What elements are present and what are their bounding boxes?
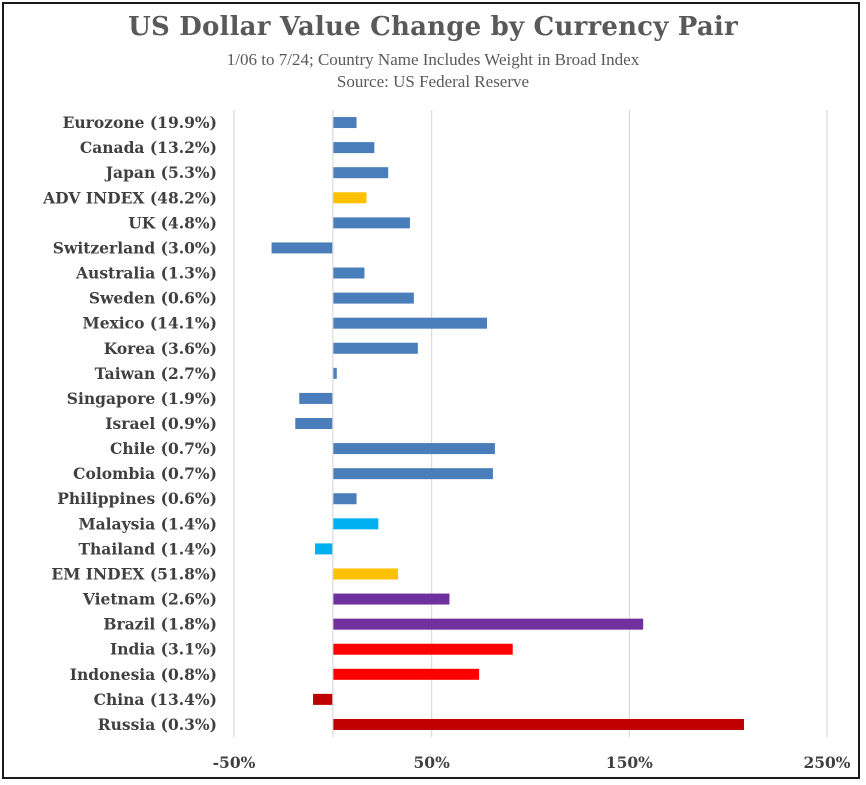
bar (332, 718, 744, 730)
bar (299, 392, 333, 404)
category-label: Philippines (0.6%) (57, 489, 217, 508)
bar (332, 618, 644, 630)
bar (332, 493, 357, 505)
bar (271, 242, 333, 254)
bar (332, 443, 495, 455)
bar (332, 142, 375, 154)
bar (332, 342, 418, 354)
bar (332, 317, 488, 329)
bar (332, 568, 399, 580)
category-label: UK (4.8%) (128, 213, 217, 232)
category-label: Colombia (0.7%) (73, 464, 217, 483)
category-label: Japan (5.3%) (104, 163, 217, 182)
bar (332, 518, 379, 530)
bar (332, 668, 480, 680)
category-label: Switzerland (3.0%) (53, 238, 217, 257)
category-label: Thailand (1.4%) (78, 539, 217, 558)
x-tick-label: 50% (414, 753, 451, 772)
chart-source: Source: US Federal Reserve (336, 72, 530, 91)
bar (313, 693, 333, 705)
category-label: India (3.1%) (110, 640, 217, 659)
category-label: Vietnam (2.6%) (82, 590, 217, 609)
category-label: Mexico (14.1%) (83, 314, 217, 333)
bar (332, 217, 410, 229)
x-tick-label: 250% (803, 753, 850, 772)
bar (332, 167, 389, 179)
category-label: Taiwan (2.7%) (95, 364, 217, 383)
bar (332, 593, 450, 605)
category-label: Singapore (1.9%) (67, 389, 217, 408)
category-label: ADV INDEX (48.2%) (42, 188, 217, 207)
x-tick-label: 150% (606, 753, 653, 772)
category-label: Russia (0.3%) (98, 715, 217, 734)
category-label: Australia (1.3%) (75, 264, 217, 283)
category-label: Eurozone (19.9%) (63, 113, 217, 132)
category-label: Chile (0.7%) (110, 439, 217, 458)
category-label: Brazil (1.8%) (103, 615, 217, 634)
category-label: Sweden (0.6%) (89, 289, 217, 308)
category-label: Indonesia (0.8%) (70, 665, 217, 684)
category-label: EM INDEX (51.8%) (51, 564, 217, 583)
bar (315, 543, 333, 555)
chart-subtitle: 1/06 to 7/24; Country Name Includes Weig… (226, 50, 640, 69)
x-tick-label: -50% (213, 753, 256, 772)
bar (332, 117, 357, 129)
category-label: Malaysia (1.4%) (78, 514, 217, 533)
chart-title: US Dollar Value Change by Currency Pair (128, 12, 738, 42)
bar (332, 267, 365, 279)
bar (332, 643, 513, 655)
bar (332, 367, 337, 379)
bar (295, 418, 333, 429)
category-label: China (13.4%) (94, 690, 217, 709)
category-label: Israel (0.9%) (105, 414, 217, 433)
category-label: Canada (13.2%) (80, 138, 217, 157)
bar (332, 468, 493, 480)
bar (332, 292, 414, 304)
bar (332, 192, 367, 204)
category-label: Korea (3.6%) (104, 339, 217, 358)
